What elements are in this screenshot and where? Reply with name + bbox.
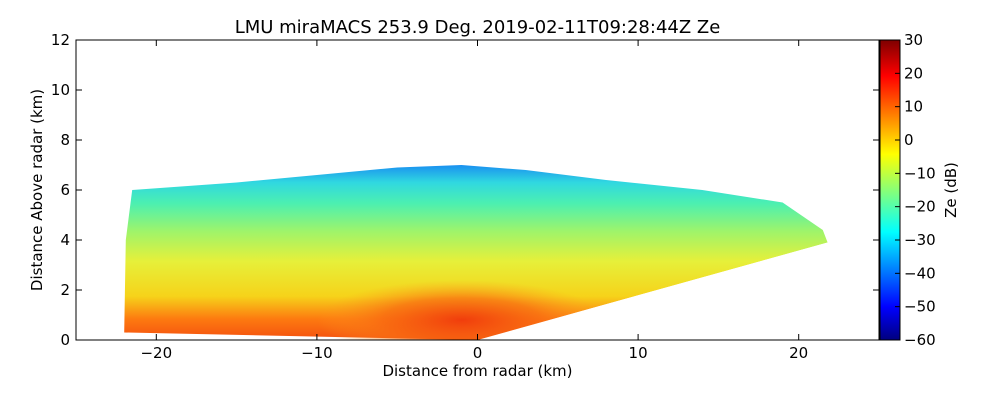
y-tick-label: 4 — [60, 231, 70, 249]
y-axis-label: Distance Above radar (km) — [28, 89, 46, 291]
y-axis: 0 2 4 6 8 10 12 — [51, 31, 879, 349]
colorbar-tick-label: 30 — [904, 31, 923, 49]
colorbar-tick-label: −50 — [904, 298, 936, 316]
colorbar-tick-label: −60 — [904, 331, 936, 349]
chart-title: LMU miraMACS 253.9 Deg. 2019-02-11T09:28… — [235, 17, 721, 38]
x-axis-label: Distance from radar (km) — [382, 362, 572, 380]
x-tick-label: 20 — [789, 344, 808, 362]
colorbar-tick-label: 0 — [904, 131, 914, 149]
colorbar-tick-label: −30 — [904, 231, 936, 249]
colorbar-axis: 30 20 10 0 −10 −20 −30 −40 −50 −60 — [895, 31, 936, 349]
colorbar-tick-label: −10 — [904, 164, 936, 182]
x-axis: −20 −10 0 10 20 — [140, 40, 808, 362]
colorbar-tick-label: 10 — [904, 98, 923, 116]
colorbar-tick-label: −20 — [904, 198, 936, 216]
y-tick-label: 12 — [51, 31, 70, 49]
echo-region — [124, 165, 828, 340]
plot-area — [124, 165, 879, 340]
colorbar — [879, 39, 901, 341]
x-tick-label: −10 — [301, 344, 333, 362]
y-tick-label: 8 — [60, 131, 70, 149]
y-tick-label: 0 — [60, 331, 70, 349]
no-echo-area — [477, 242, 879, 340]
colorbar-tick-label: 20 — [904, 64, 923, 82]
x-tick-label: 0 — [473, 344, 483, 362]
x-tick-label: −20 — [140, 344, 172, 362]
x-tick-label: 10 — [629, 344, 648, 362]
colorbar-tick-label: −40 — [904, 264, 936, 282]
y-tick-label: 6 — [60, 181, 70, 199]
y-tick-label: 2 — [60, 281, 70, 299]
y-tick-label: 10 — [51, 81, 70, 99]
colorbar-label: Ze (dB) — [942, 162, 960, 218]
